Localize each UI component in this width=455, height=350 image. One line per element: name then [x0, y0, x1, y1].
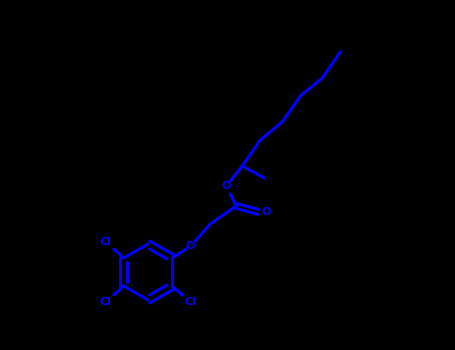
Text: O: O — [222, 181, 231, 191]
Text: O: O — [186, 241, 195, 251]
Text: Cl: Cl — [184, 297, 196, 307]
Text: Cl: Cl — [100, 297, 111, 307]
Text: O: O — [262, 207, 271, 217]
Text: Cl: Cl — [100, 237, 111, 247]
